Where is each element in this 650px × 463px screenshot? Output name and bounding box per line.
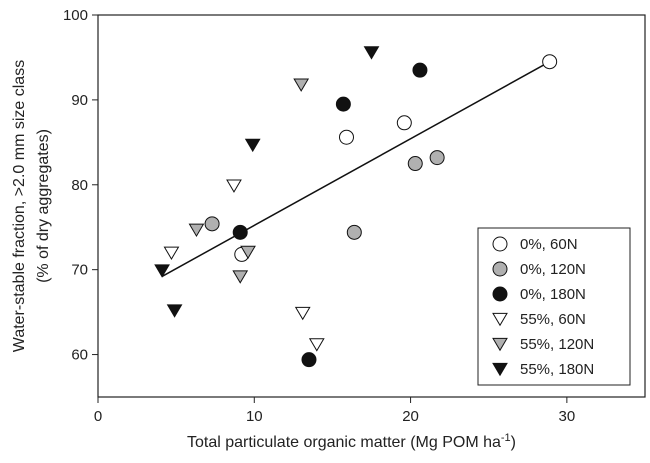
y-tick-label: 100: [63, 7, 88, 24]
data-point: [412, 62, 428, 78]
data-point: [335, 96, 351, 112]
data-point: [232, 270, 249, 284]
x-tick-label: 30: [559, 408, 576, 425]
data-point: [293, 78, 310, 92]
data-point: [363, 46, 380, 60]
y-tick-label: 60: [71, 347, 88, 364]
x-axis-label-suffix: ): [511, 434, 516, 451]
fit-line: [161, 61, 551, 278]
data-point: [308, 338, 325, 352]
legend-box: [477, 227, 631, 386]
data-point: [240, 245, 256, 260]
x-axis-label: Total particulate organic matter (Mg POM…: [187, 432, 516, 451]
legend-marker: [492, 261, 508, 277]
legend-marker: [492, 362, 508, 377]
data-point: [407, 156, 423, 172]
x-axis-label-text: Total particulate organic matter (Mg POM…: [187, 434, 501, 451]
data-point: [154, 264, 170, 278]
x-tick-label: 20: [402, 408, 419, 425]
data-point: [301, 352, 317, 368]
legend-label: 55%, 120N: [520, 336, 594, 353]
legend-marker: [492, 236, 508, 252]
x-tick-label: 0: [94, 408, 102, 425]
plot-frame: [97, 14, 646, 398]
legend-marker: [492, 312, 508, 327]
data-point: [163, 246, 180, 260]
data-point: [542, 54, 558, 70]
data-point: [166, 304, 183, 318]
y-tick-label: 70: [71, 262, 88, 279]
legend-label: 55%, 60N: [520, 311, 586, 328]
x-axis-label-sup: -1: [501, 432, 511, 444]
data-point: [396, 115, 412, 131]
x-tick-label: 10: [246, 408, 263, 425]
data-point: [204, 216, 220, 232]
y-axis-label: (% of dry aggregates): [35, 129, 52, 283]
legend-label: 55%, 180N: [520, 361, 594, 378]
data-point: [338, 129, 354, 145]
data-point: [346, 224, 362, 240]
data-point: [429, 150, 445, 166]
data-point: [226, 179, 242, 193]
data-point: [244, 138, 261, 153]
legend-label: 0%, 180N: [520, 286, 586, 303]
legend-marker: [492, 337, 508, 352]
legend-label: 0%, 60N: [520, 236, 578, 253]
y-tick-label: 90: [71, 92, 88, 109]
legend-marker: [492, 286, 508, 302]
y-axis-label: Water-stable fraction, >2.0 mm size clas…: [11, 60, 28, 352]
y-tick-label: 80: [71, 177, 88, 194]
data-point: [188, 223, 205, 238]
legend-label: 0%, 120N: [520, 261, 586, 278]
data-point: [232, 224, 248, 240]
data-point: [294, 306, 311, 321]
